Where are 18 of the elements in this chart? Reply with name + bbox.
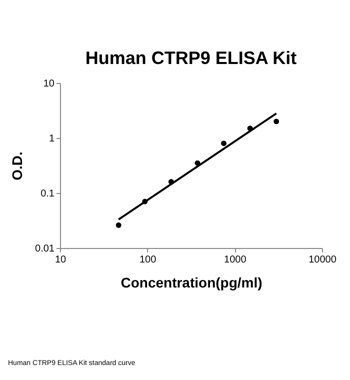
x-axis-title: Concentration(pg/ml) <box>120 274 262 290</box>
y-axis-title: O.D. <box>9 152 26 180</box>
x-tick-label: 1000 <box>224 254 247 266</box>
point <box>194 160 200 166</box>
x-tick-label: 10000 <box>308 254 337 266</box>
x-tick-label: 10 <box>54 254 66 266</box>
point <box>247 126 253 132</box>
point <box>274 118 280 124</box>
y-tick-label: 1 <box>48 134 55 144</box>
point <box>116 222 122 228</box>
point <box>168 179 174 185</box>
point <box>142 198 148 204</box>
point <box>221 140 226 146</box>
x-tick-label: 100 <box>139 254 157 266</box>
y-tick-label: 10 <box>43 78 55 90</box>
y-tick-label: 0.01 <box>35 244 55 254</box>
y-tick-label: 0.1 <box>40 188 55 200</box>
chart-title: Human CTRP9 ELISA Kit <box>85 48 297 68</box>
